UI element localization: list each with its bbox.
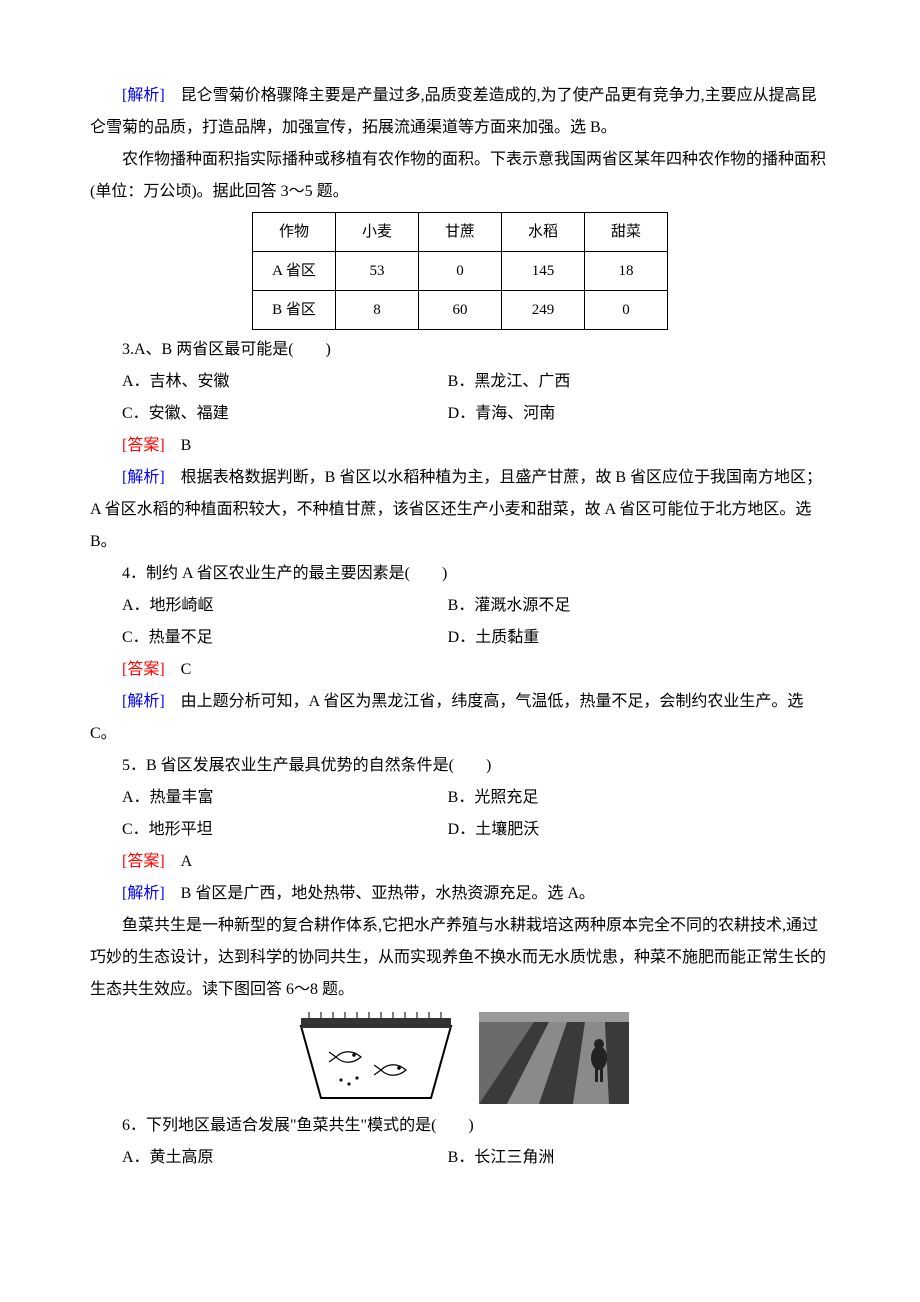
analysis-label: [解析] [122,885,165,902]
q4-stem: 4．制约 A 省区农业生产的最主要因素是( ) [90,558,830,590]
aquaponics-tank-icon [291,1012,461,1104]
td: 249 [502,291,585,330]
analysis-text: 昆仑雪菊价格骤降主要是产量过多,品质变差造成的,为了使产品更有竞争力,主要应从提… [90,87,817,136]
table-header-row: 作物 小麦 甘蔗 水稻 甜菜 [253,213,668,252]
q6-stem: 6．下列地区最适合发展"鱼菜共生"模式的是( ) [90,1110,830,1142]
figure-row [90,1012,830,1104]
answer-value: B [165,437,192,454]
q3-options-row1: A．吉林、安徽 B．黑龙江、广西 [90,366,830,398]
td: 0 [585,291,668,330]
th: 水稻 [502,213,585,252]
answer-label: [答案] [122,853,165,870]
th: 甜菜 [585,213,668,252]
answer-value: A [165,853,193,870]
q5-options-row1: A．热量丰富 B．光照充足 [90,782,830,814]
td: 60 [419,291,502,330]
q4-option-c: C．热量不足 [122,622,448,654]
q3-option-d: D．青海、河南 [448,398,556,430]
q4-options-row2: C．热量不足 D．土质黏重 [90,622,830,654]
q5-option-c: C．地形平坦 [122,814,448,846]
answer-label: [答案] [122,661,165,678]
th: 作物 [253,213,336,252]
q6-option-b: B．长江三角洲 [448,1142,555,1174]
q5-answer: [答案] A [90,846,830,878]
q4-option-d: D．土质黏重 [448,622,540,654]
q5-analysis: [解析] B 省区是广西，地处热带、亚热带，水热资源充足。选 A。 [90,878,830,910]
analysis-text: 由上题分析可知，A 省区为黑龙江省，纬度高，气温低，热量不足，会制约农业生产。选… [90,693,803,742]
td: 53 [336,252,419,291]
analysis-text: B 省区是广西，地处热带、亚热带，水热资源充足。选 A。 [165,885,595,902]
q3-answer: [答案] B [90,430,830,462]
field-photo-icon [479,1012,629,1104]
td: 8 [336,291,419,330]
th: 小麦 [336,213,419,252]
q5-option-a: A．热量丰富 [122,782,448,814]
td: 145 [502,252,585,291]
analysis-label: [解析] [122,693,165,710]
answer-label: [答案] [122,437,165,454]
table-row: A 省区 53 0 145 18 [253,252,668,291]
q5-options-row2: C．地形平坦 D．土壤肥沃 [90,814,830,846]
q5-stem: 5．B 省区发展农业生产最具优势的自然条件是( ) [90,750,830,782]
th: 甘蔗 [419,213,502,252]
analysis-1: [解析] 昆仑雪菊价格骤降主要是产量过多,品质变差造成的,为了使产品更有竞争力,… [90,80,830,144]
q4-option-b: B．灌溉水源不足 [448,590,571,622]
crop-area-table: 作物 小麦 甘蔗 水稻 甜菜 A 省区 53 0 145 18 B 省区 8 6… [252,212,668,330]
q4-answer: [答案] C [90,654,830,686]
q3-option-b: B．黑龙江、广西 [448,366,571,398]
analysis-label: [解析] [122,469,165,486]
q6-option-a: A．黄土高原 [122,1142,448,1174]
td: B 省区 [253,291,336,330]
answer-value: C [165,661,192,678]
td: 18 [585,252,668,291]
q4-analysis: [解析] 由上题分析可知，A 省区为黑龙江省，纬度高，气温低，热量不足，会制约农… [90,686,830,750]
q6-options-row1: A．黄土高原 B．长江三角洲 [90,1142,830,1174]
q3-option-a: A．吉林、安徽 [122,366,448,398]
q4-options-row1: A．地形崎岖 B．灌溉水源不足 [90,590,830,622]
q5-option-b: B．光照充足 [448,782,539,814]
analysis-label: [解析] [122,87,165,104]
intro-6-8: 鱼菜共生是一种新型的复合耕作体系,它把水产养殖与水耕栽培这两种原本完全不同的农耕… [90,910,830,1006]
q5-option-d: D．土壤肥沃 [448,814,540,846]
q3-option-c: C．安徽、福建 [122,398,448,430]
td: A 省区 [253,252,336,291]
intro-3-5: 农作物播种面积指实际播种或移植有农作物的面积。下表示意我国两省区某年四种农作物的… [90,144,830,208]
table-row: B 省区 8 60 249 0 [253,291,668,330]
q4-option-a: A．地形崎岖 [122,590,448,622]
q3-stem: 3.A、B 两省区最可能是( ) [90,334,830,366]
q3-options-row2: C．安徽、福建 D．青海、河南 [90,398,830,430]
td: 0 [419,252,502,291]
analysis-text: 根据表格数据判断，B 省区以水稻种植为主，且盛产甘蔗，故 B 省区应位于我国南方… [90,469,822,550]
q3-analysis: [解析] 根据表格数据判断，B 省区以水稻种植为主，且盛产甘蔗，故 B 省区应位… [90,462,830,558]
